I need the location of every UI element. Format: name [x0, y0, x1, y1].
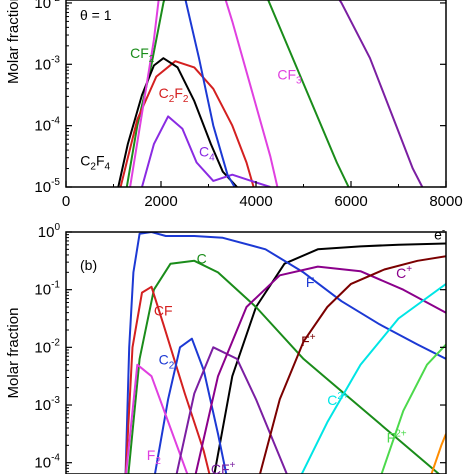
- x-tick-label: 8000: [429, 193, 462, 210]
- series-group: [117, 0, 424, 187]
- series-line-green2: [267, 0, 350, 187]
- series-label-C2plus: C2+: [327, 391, 349, 408]
- series-line-Fplus: [258, 255, 446, 474]
- x-tick-label: 4000: [239, 193, 272, 210]
- y-axis-label: Molar fraction: [5, 0, 22, 84]
- series-line-F2: [125, 363, 189, 474]
- series-line-CF4b: [124, 232, 446, 474]
- y-tick-label: 10-4: [34, 453, 60, 472]
- series-line-Cplus: [194, 265, 446, 474]
- series-line-C: [127, 259, 441, 474]
- y-tick-label: 10-2: [34, 337, 60, 356]
- series-label-C: C: [197, 251, 207, 267]
- series-line-CF: [124, 285, 211, 474]
- y-tick-label: 10-3: [34, 395, 60, 414]
- series-line-CFplus: [175, 346, 288, 474]
- series-label-CF3: CF3: [277, 67, 302, 87]
- top-panel: 10-2 10-3 10-4 10-50 2000 4000 6000 8000 Molar f…: [5, 0, 463, 210]
- panel-annotation: θ = 1: [80, 7, 112, 23]
- series-label-CF4b: F: [306, 274, 315, 290]
- y-tick-label: 10-1: [34, 280, 60, 299]
- y-tick-label: 10-3: [34, 54, 60, 73]
- series-label-CF2: CF2: [130, 45, 155, 65]
- series-line-CF2: [125, 0, 166, 187]
- series-line-C4: [141, 115, 271, 187]
- y-axis-label: Molar fraction: [5, 308, 22, 399]
- y-tick-label: 10-2: [34, 0, 60, 12]
- series-group: [124, 232, 446, 474]
- series-label-C2F2: C2F2: [159, 85, 189, 105]
- series-line-C2plus: [300, 283, 446, 474]
- series-label-C2: C2: [159, 352, 175, 372]
- series-line-C3: [338, 0, 424, 187]
- y-tick-label: 10-4: [34, 116, 60, 135]
- series-line-C2: [153, 337, 228, 474]
- panel-annotation: (b): [80, 257, 97, 273]
- series-line-orange: [430, 433, 446, 474]
- series-label-C4: C4: [199, 143, 215, 163]
- y-tick-label: 100: [38, 222, 61, 241]
- series-line-F2plus: [380, 343, 446, 474]
- bottom-panel: 100 10-1 10-2 10-3 10-4 Molar fraction (b) e- F C…: [5, 222, 447, 474]
- series-line-CF3-tail: [224, 0, 279, 187]
- x-tick-label: 2000: [144, 193, 177, 210]
- x-tick-label: 6000: [334, 193, 367, 210]
- y-tick-label: 10-5: [34, 177, 60, 196]
- series-line-e: [213, 242, 446, 474]
- series-label-CFplus: CF+: [211, 460, 236, 474]
- plot-frame: [65, 0, 447, 188]
- series-label-Fplus: F+: [301, 332, 316, 349]
- series-line-C2F4: [117, 57, 238, 187]
- series-label-CF: CF: [154, 303, 173, 319]
- series-line-CF3: [129, 0, 160, 187]
- x-tick-label: 0: [62, 193, 70, 210]
- series-label-C2F4: C2F4: [80, 153, 110, 173]
- series-line-CF4: [184, 0, 236, 187]
- series-label-F2plus: F2+: [387, 429, 407, 446]
- series-label-e: e-: [434, 225, 445, 242]
- series-label-F2: F2: [147, 447, 162, 467]
- series-label-Cplus: C+: [396, 264, 412, 281]
